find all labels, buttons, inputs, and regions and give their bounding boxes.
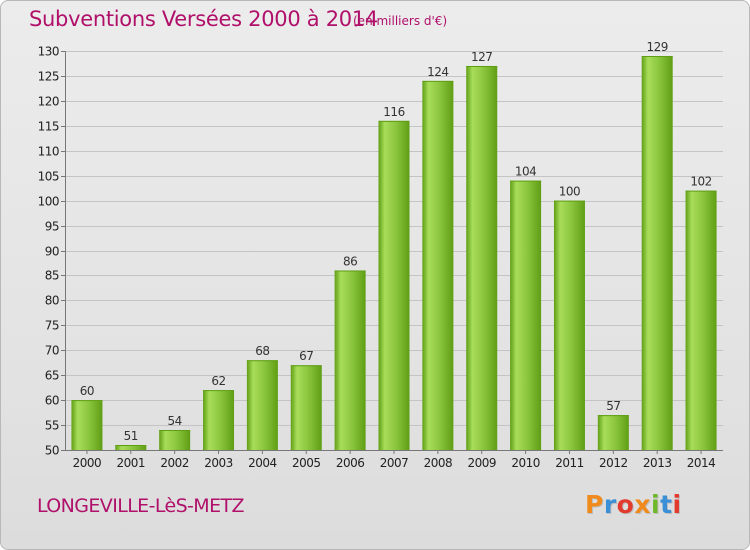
value-label-2005: 67 (299, 349, 313, 363)
value-label-2010: 104 (515, 165, 536, 179)
y-tick-label: 65 (45, 369, 59, 383)
value-label-2008: 124 (427, 65, 448, 79)
bar-2010 (510, 180, 542, 451)
bar-2006 (334, 270, 366, 450)
value-label-2000: 60 (80, 384, 94, 398)
y-tick-label: 95 (45, 220, 59, 234)
y-tick-label: 75 (45, 319, 59, 333)
bar-2008 (422, 80, 454, 451)
x-tick-label-2012: 2012 (599, 456, 628, 470)
bar-2009 (466, 65, 498, 451)
logo-letter: t (660, 490, 673, 519)
logo-letter: P (585, 490, 604, 519)
y-tick-label: 110 (38, 145, 59, 159)
y-tick-label: 80 (45, 294, 59, 308)
bar-2002 (159, 430, 191, 450)
x-tick-label-2011: 2011 (555, 456, 584, 470)
commune-name: LONGEVILLE-LèS-METZ (37, 495, 245, 517)
value-label-2006: 86 (343, 254, 357, 268)
x-tick-label-2007: 2007 (380, 456, 409, 470)
bars (71, 55, 717, 451)
bar-2005 (290, 365, 322, 450)
value-label-2013: 129 (646, 40, 667, 54)
x-tick-label-2004: 2004 (248, 456, 277, 470)
value-label-2011: 100 (559, 185, 580, 199)
x-tick-label-2006: 2006 (336, 456, 365, 470)
proxiti-logo: Proxiti (585, 490, 682, 519)
x-tick-label-2005: 2005 (292, 456, 321, 470)
logo-letter: r (603, 490, 617, 519)
x-tick-label-2013: 2013 (643, 456, 672, 470)
y-tick-label: 125 (38, 70, 59, 84)
x-tick-label-2001: 2001 (117, 456, 146, 470)
bar-2007 (378, 120, 410, 450)
logo-letter: x (634, 490, 651, 519)
y-tick-label: 105 (38, 170, 59, 184)
y-tick-label: 115 (38, 120, 59, 134)
value-label-2014: 102 (690, 175, 711, 189)
logo-letter: i (672, 490, 682, 519)
x-tick-label-2008: 2008 (424, 456, 453, 470)
x-tick-label-2000: 2000 (73, 456, 102, 470)
y-tick-label: 55 (45, 419, 59, 433)
x-tick-label-2014: 2014 (687, 456, 716, 470)
bar-2014 (685, 190, 717, 450)
y-tick-label: 70 (45, 344, 59, 358)
value-label-2007: 116 (383, 105, 404, 119)
bar-2004 (246, 360, 278, 450)
y-tick-label: 90 (45, 245, 59, 259)
value-label-2012: 57 (606, 399, 620, 413)
bar-2001 (115, 445, 147, 450)
value-label-2003: 62 (211, 374, 225, 388)
logo-letter: i (651, 490, 661, 519)
y-tick-label: 60 (45, 394, 59, 408)
x-tick-label-2010: 2010 (511, 456, 540, 470)
bar-2011 (553, 200, 585, 450)
y-tick-label: 100 (38, 195, 59, 209)
y-tick-label: 120 (38, 95, 59, 109)
bar-2013 (641, 55, 673, 451)
y-tick-label: 85 (45, 269, 59, 283)
bar-2003 (203, 390, 235, 450)
x-tick-label-2009: 2009 (467, 456, 496, 470)
x-tick-label-2002: 2002 (160, 456, 189, 470)
value-label-2002: 54 (168, 414, 182, 428)
y-tick-label: 130 (38, 45, 59, 59)
value-label-2001: 51 (124, 429, 138, 443)
x-tick-label-2003: 2003 (204, 456, 233, 470)
bar-2000 (71, 400, 103, 450)
chart-subtitle: (en milliers d'€) (353, 14, 448, 28)
value-label-2009: 127 (471, 50, 492, 64)
bar-2012 (597, 415, 629, 450)
axes: 50 55 60 65 70 75 80 85 90 95 100 105 110 115 120 125 13… (38, 40, 723, 470)
chart-title: Subventions Versées 2000 à 2014 (29, 7, 378, 31)
y-tick-label: 50 (45, 444, 59, 458)
logo-letter: o (616, 490, 635, 519)
value-label-2004: 68 (255, 344, 269, 358)
